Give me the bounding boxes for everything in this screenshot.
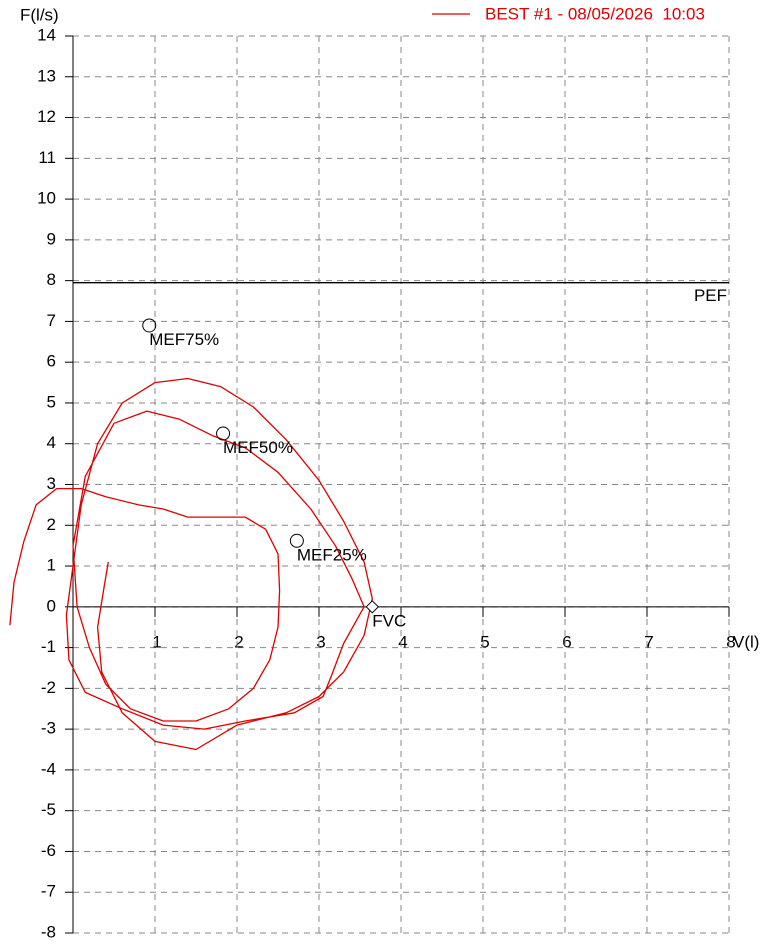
y-tick-label: 0 xyxy=(47,596,56,615)
y-axis-label: F(l/s) xyxy=(20,5,59,24)
y-tick-label: 2 xyxy=(47,515,56,534)
marker-label: MEF25% xyxy=(297,545,367,564)
y-tick-label: -3 xyxy=(41,719,56,738)
y-tick-label: -7 xyxy=(41,882,56,901)
y-tick-label: 3 xyxy=(47,474,56,493)
y-tick-label: 14 xyxy=(37,25,56,44)
marker xyxy=(216,426,231,441)
y-tick-label: -1 xyxy=(41,637,56,656)
marker xyxy=(142,318,157,333)
y-tick-label: -5 xyxy=(41,800,56,819)
y-tick-label: 1 xyxy=(47,556,56,575)
y-tick-label: 7 xyxy=(47,311,56,330)
y-tick-label: -6 xyxy=(41,841,56,860)
x-tick-label: 6 xyxy=(562,632,571,651)
y-tick-label: 9 xyxy=(47,229,56,248)
marker xyxy=(365,600,380,614)
y-tick-label: 5 xyxy=(47,392,56,411)
x-tick-label: 8 xyxy=(726,632,735,651)
legend-label: BEST #1 - 08/05/2026 10:03 xyxy=(485,4,705,23)
y-tick-label: 13 xyxy=(37,66,56,85)
marker-label: MEF75% xyxy=(149,330,219,349)
x-tick-label: 2 xyxy=(234,632,243,651)
y-tick-label: -4 xyxy=(41,759,56,778)
y-tick-label: 6 xyxy=(47,352,56,371)
x-tick-label: 1 xyxy=(152,632,161,651)
y-tick-label: 4 xyxy=(47,433,56,452)
marker-label: MEF50% xyxy=(223,438,293,457)
flow-volume-curve xyxy=(9,377,373,751)
x-axis-label: V(l) xyxy=(733,632,759,651)
marker xyxy=(289,533,304,548)
x-tick-label: 5 xyxy=(480,632,489,651)
y-tick-label: -2 xyxy=(41,678,56,697)
y-tick-label: 10 xyxy=(37,189,56,208)
x-tick-label: 7 xyxy=(644,632,653,651)
y-tick-label: 11 xyxy=(38,148,56,167)
x-tick-label: 4 xyxy=(398,632,407,651)
reference-label: PEF xyxy=(694,286,727,305)
y-tick-label: 12 xyxy=(37,107,56,126)
marker-label: FVC xyxy=(372,611,406,630)
y-tick-label: -8 xyxy=(41,922,56,941)
y-tick-label: 8 xyxy=(47,270,56,289)
x-tick-label: 3 xyxy=(316,632,325,651)
